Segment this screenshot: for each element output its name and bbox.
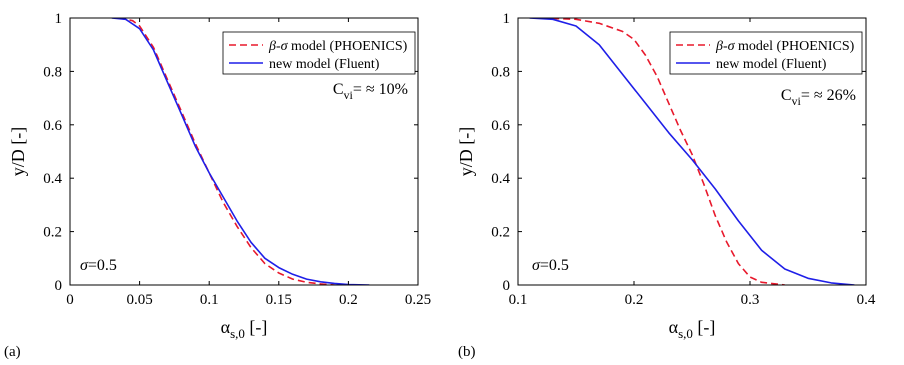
y-tick-label: 0.6 (491, 118, 510, 134)
y-tick-label: 0.8 (491, 64, 510, 80)
y-tick-label: 0 (55, 278, 63, 294)
x-tick-label: 0.15 (266, 292, 292, 308)
y-axis-label: y/D [-] (456, 127, 476, 176)
series-line-beta-sigma-model (118, 18, 335, 285)
x-axis-label: αs,0 [-] (669, 317, 716, 341)
axes-box (517, 17, 867, 286)
legend-entry-text: new model (Fluent) (716, 57, 827, 72)
chart-panel-2: 0.1 0.2 0.3 0.4 0 0.2 0.4 0.6 0.8 1 αs,0 [-] y/D [-… (456, 11, 876, 360)
x-axis-label-subscript: s,0 (678, 326, 693, 341)
legend-entry-symbols: β-σ (715, 39, 736, 54)
legend-entry: β-σ model (PHOENICS) (268, 39, 408, 54)
y-tick-label: 0.6 (43, 118, 62, 134)
legend: β-σ model (PHOENICS) new model (Fluent) (669, 31, 863, 75)
legend-box (669, 31, 863, 75)
legend: β-σ model (PHOENICS) new model (Fluent) (222, 31, 416, 75)
legend-box (222, 31, 416, 75)
y-tick-label: 0.2 (43, 225, 62, 241)
x-axis-label: αs,0 [-] (221, 317, 268, 341)
x-tick-label: 0.4 (857, 292, 876, 308)
y-tick-label: 0.2 (491, 225, 510, 241)
x-tick-label: 0.2 (625, 292, 644, 308)
x-tick-label: 0.25 (405, 292, 431, 308)
x-axis-label-symbol: α (669, 317, 679, 337)
x-axis-label-subscript: s,0 (230, 326, 245, 341)
x-axis-label-unit: [-] (693, 317, 715, 337)
cvi-annotation-subscript: vi (344, 88, 354, 102)
legend-entry: new model (Fluent) (716, 57, 827, 72)
legend-entry-symbols: β-σ (268, 39, 289, 54)
x-tick-label: 0.05 (126, 292, 152, 308)
sigma-label-value: =0.5 (88, 257, 117, 274)
cvi-annotation-main: C (781, 87, 792, 104)
cvi-annotation: Cvi= ≈ 10% (333, 81, 408, 102)
legend-entry-text: new model (Fluent) (269, 57, 380, 72)
series-line-beta-sigma-model (541, 18, 785, 285)
legend-entry: β-σ model (PHOENICS) (715, 39, 855, 54)
x-tick-label: 0.1 (509, 292, 528, 308)
y-tick-label: 1 (503, 11, 511, 27)
series-line-new-model (111, 18, 370, 285)
y-tick-label: 0.8 (43, 64, 62, 80)
panel-label: (a) (4, 344, 21, 360)
y-tick-label: 0.4 (43, 171, 62, 187)
panel-label: (b) (458, 344, 476, 360)
sigma-label: σ=0.5 (80, 257, 117, 274)
y-tick-label: 0.4 (491, 171, 510, 187)
cvi-annotation-subscript: vi (792, 94, 802, 108)
cvi-annotation: Cvi= ≈ 26% (781, 87, 856, 108)
series-line-new-model (529, 18, 855, 285)
x-tick-label: 0.3 (741, 292, 760, 308)
x-tick-label: 0.2 (339, 292, 358, 308)
axes-box (69, 17, 419, 286)
x-tick-label: 0 (66, 292, 74, 308)
x-axis-label-unit: [-] (245, 317, 267, 337)
y-tick-label: 0 (503, 278, 511, 294)
sigma-label-symbol: σ (532, 257, 541, 274)
x-tick-label: 0.1 (200, 292, 219, 308)
y-tick-label: 1 (55, 11, 63, 27)
legend-entry: new model (Fluent) (269, 57, 380, 72)
sigma-label: σ=0.5 (532, 257, 569, 274)
y-axis-label: y/D [-] (8, 127, 28, 176)
cvi-annotation-rest: = ≈ 10% (353, 81, 408, 98)
legend-entry-text: model (PHOENICS) (735, 39, 855, 54)
sigma-label-value: =0.5 (540, 257, 569, 274)
cvi-annotation-main: C (333, 81, 344, 98)
sigma-label-symbol: σ (80, 257, 89, 274)
cvi-annotation-rest: = ≈ 26% (801, 87, 856, 104)
chart-panel-1: 0 0.05 0.1 0.15 0.2 0.25 0 0.2 0.4 0.6 0.8 1 αs,0 [-… (4, 11, 431, 360)
legend-entry-text: model (PHOENICS) (288, 39, 408, 54)
x-axis-label-symbol: α (221, 317, 231, 337)
